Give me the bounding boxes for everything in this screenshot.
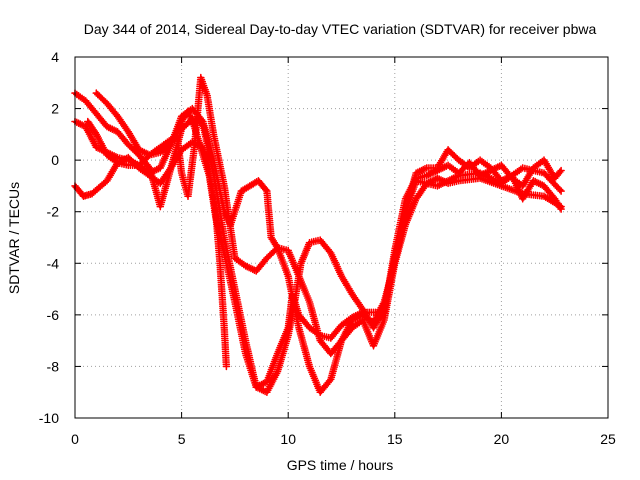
y-tick-label: -6 bbox=[47, 307, 60, 323]
axis-ticks: 0 5 10 15 20 25 -10 -8 -6 -4 -2 0 2 4 bbox=[39, 49, 616, 447]
x-tick-label: 5 bbox=[178, 431, 186, 447]
plot-frame bbox=[74, 56, 609, 419]
x-tick-label: 10 bbox=[280, 431, 296, 447]
y-tick-label: -2 bbox=[47, 204, 60, 220]
y-tick-label: 4 bbox=[51, 49, 59, 65]
x-tick-label: 15 bbox=[387, 431, 403, 447]
y-tick-label: -4 bbox=[47, 255, 60, 271]
series-track-3 bbox=[71, 104, 565, 358]
y-axis-label: SDTVAR / TECUs bbox=[6, 182, 22, 294]
chart-title: Day 344 of 2014, Sidereal Day-to-day VTE… bbox=[84, 21, 597, 37]
y-tick-label: -10 bbox=[39, 410, 59, 426]
x-tick-label: 25 bbox=[600, 431, 616, 447]
y-tick-label: 2 bbox=[51, 101, 59, 117]
series-track-2 bbox=[71, 89, 565, 396]
y-tick-label: 0 bbox=[51, 152, 59, 168]
x-axis-label: GPS time / hours bbox=[287, 457, 394, 473]
x-tick-label: 0 bbox=[71, 431, 79, 447]
y-tick-label: -8 bbox=[47, 358, 60, 374]
series-track-5 bbox=[84, 107, 565, 391]
x-tick-label: 20 bbox=[494, 431, 510, 447]
grid-lines bbox=[75, 57, 608, 418]
series-layer bbox=[71, 73, 565, 396]
